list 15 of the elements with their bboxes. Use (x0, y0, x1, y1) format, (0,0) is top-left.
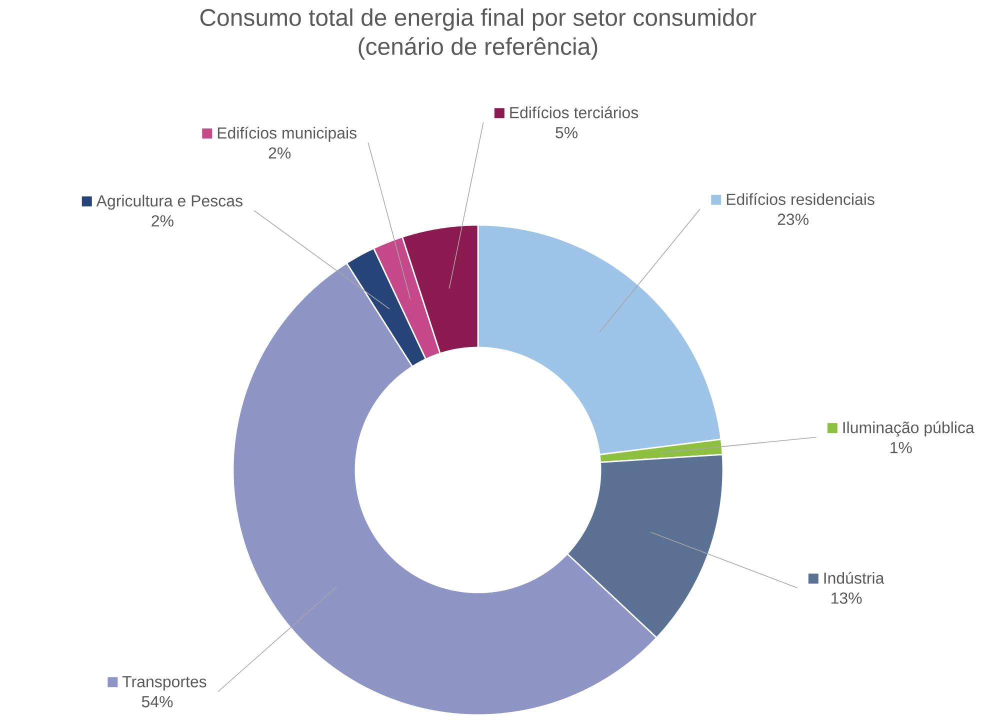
data-label: 13% (832, 592, 862, 604)
legend-label: Indústria (824, 572, 884, 584)
legend-label: Edifícios residenciais (726, 193, 874, 205)
legend-label: Agricultura e Pescas (96, 194, 242, 210)
data-label: 2% (152, 215, 174, 226)
chart-title: Consumo total de energia final por setor consumidor (cenário de referência) (200, 8, 756, 60)
legend-label: Transportes (122, 676, 206, 690)
data-label: 2% (268, 147, 291, 159)
legend-label: Edifícios terciários (510, 106, 638, 118)
data-label: 1% (890, 442, 912, 454)
data-label: 5% (556, 127, 578, 138)
legend-label: Iluminação pública (843, 421, 974, 436)
data-label: 54% (142, 696, 173, 708)
data-label: 23% (778, 214, 808, 225)
legend-label: Edifícios municipais (218, 126, 356, 142)
